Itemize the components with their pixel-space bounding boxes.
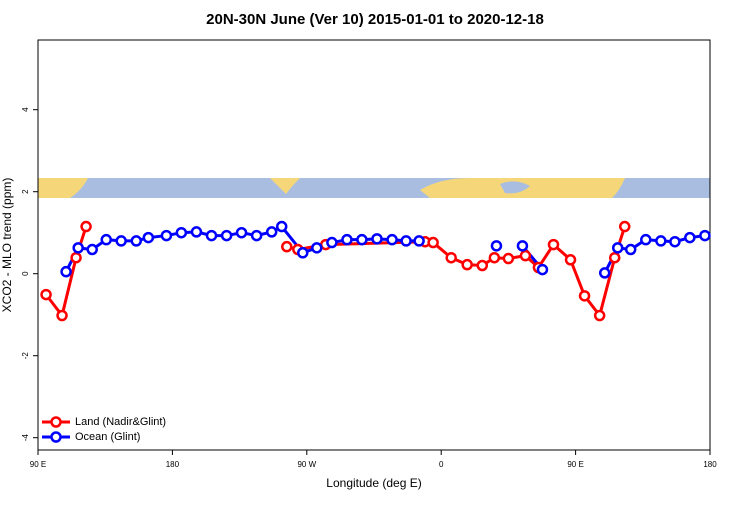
data-point [608,251,621,264]
x-axis-label: Longitude (deg E) [326,476,421,490]
data-point [235,226,248,239]
x-tick-label: 90 W [297,460,316,469]
data-point [669,235,681,248]
data-point [618,220,631,233]
data-point [190,226,203,238]
data-point [326,236,338,249]
data-point [100,233,112,246]
data-point [115,235,127,247]
data-point [593,309,606,322]
data-point [205,229,218,242]
data-point [445,251,457,264]
data-point [311,242,323,254]
chart-title: 20N-30N June (Ver 10) 2015-01-01 to 2020… [206,11,544,28]
map-band [38,178,710,198]
data-point [488,251,501,264]
data-point [386,233,398,246]
y-axis-label: XCO2 - MLO trend (ppm) [0,178,14,313]
data-point [86,243,98,256]
data-point [297,247,309,259]
plot-frame [37,39,711,451]
data-point [80,220,92,233]
data-point [624,243,637,256]
x-tick-label: 180 [703,460,717,469]
legend-marker [50,431,62,443]
x-tick-label: 90 E [30,460,46,469]
y-tick-label: 2 [21,189,30,194]
y-tick-label: 4 [21,107,30,112]
x-tick-label: 0 [439,460,444,469]
data-point [281,240,293,253]
data-point [684,231,696,244]
data-point [427,236,439,249]
data-point [611,242,624,254]
x-tick-label: 180 [166,460,180,469]
data-point [699,229,711,242]
data-point [160,229,173,242]
data-point [564,254,577,266]
data-point [70,251,82,264]
y-tick-label: -4 [21,434,30,442]
y-tick-label: -2 [21,352,30,360]
data-point [519,249,532,262]
data-point [536,263,549,276]
data-point [371,233,383,245]
data-point [265,226,278,238]
data-point [476,259,489,272]
x-tick-label: 90 E [567,460,583,469]
legend-marker [50,416,62,428]
data-point [356,233,368,246]
data-point [275,220,288,233]
data-point [640,233,652,246]
data-point [72,242,84,254]
legend-label: Land (Nadir&Glint) [75,416,166,428]
data-point [578,290,591,302]
data-point [516,240,529,252]
legend-label: Ocean (Glint) [75,431,140,443]
data-point [220,229,233,242]
data-point [142,231,155,244]
data-point [413,235,425,247]
data-point [56,309,68,322]
data-point [341,233,353,246]
y-tick-label: 0 [21,271,30,276]
data-point [598,267,611,279]
data-point [60,265,72,278]
data-point [400,235,412,247]
data-point [130,235,143,247]
data-point [502,252,515,265]
data-point [655,235,667,247]
legend: Land (Nadir&Glint) Ocean (Glint) [42,416,166,443]
data-point [490,240,503,252]
data-point [461,258,473,271]
data-point [250,229,263,242]
data-point [175,226,188,239]
data-point [547,238,560,251]
data-point [40,288,52,301]
